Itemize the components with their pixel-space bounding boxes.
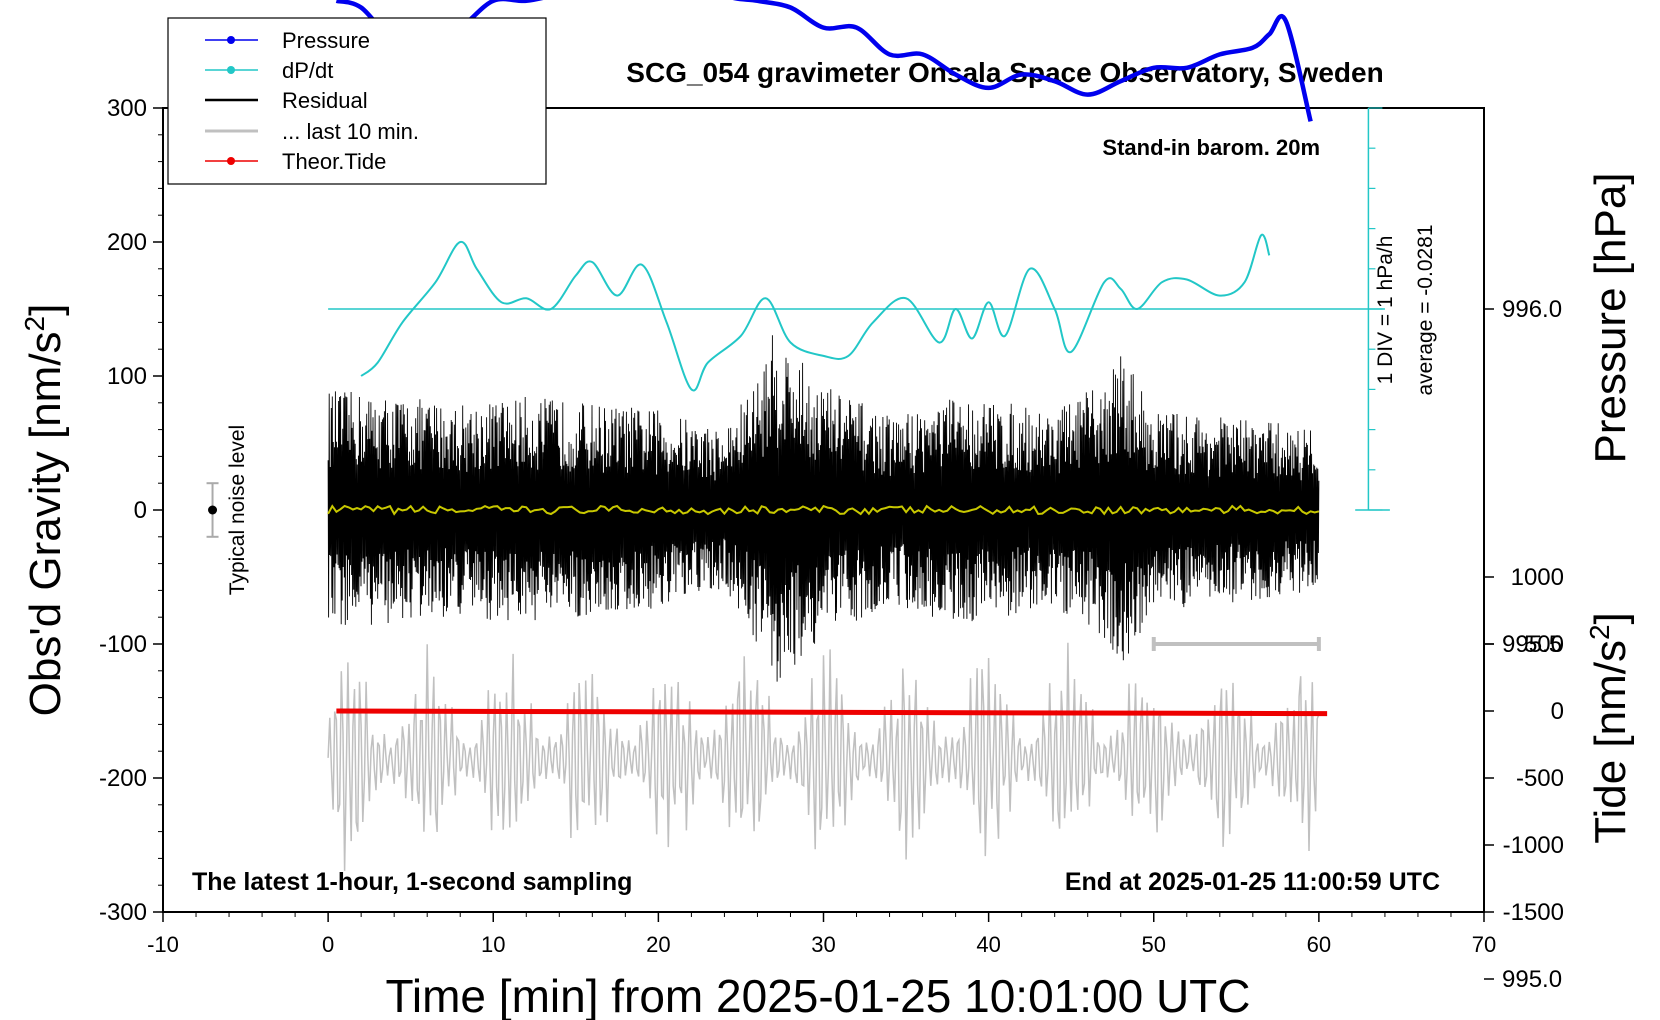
noise-label: Typical noise level xyxy=(226,425,249,595)
tide-axis-label-text: Tide [nm/s xyxy=(1586,640,1635,844)
y-tick-label: 0 xyxy=(134,497,147,524)
y-tick-label: -300 xyxy=(99,899,147,926)
end-time-note: End at 2025-01-25 11:00:59 UTC xyxy=(1065,868,1440,896)
x-tick-label: 0 xyxy=(322,932,334,957)
legend-label-last10: ... last 10 min. xyxy=(282,119,419,144)
tide-tick-label: -1500 xyxy=(1503,899,1564,926)
pressure-tick-label: 995.5 xyxy=(1502,631,1562,658)
y-axis-label-left-sup: 2 xyxy=(19,316,50,332)
y-tick-label: 100 xyxy=(107,363,147,390)
sampling-note: The latest 1-hour, 1-second sampling xyxy=(192,868,632,896)
legend-marker-dpdt xyxy=(227,66,235,74)
baseline-series-line xyxy=(327,504,1320,516)
pressure-tick-label: 996.0 xyxy=(1502,296,1562,323)
x-tick-label: 60 xyxy=(1307,932,1331,957)
x-tick-label: 50 xyxy=(1142,932,1166,957)
tide-tick-label: 1000 xyxy=(1511,564,1564,591)
tide-tick-label: 500 xyxy=(1524,631,1564,658)
y-tick-label: -100 xyxy=(99,631,147,658)
tide-tick-label: -500 xyxy=(1516,765,1564,792)
residual-series-line xyxy=(327,335,1320,682)
tide-axis-label: Tide [nm/s2] xyxy=(1584,612,1635,844)
tide-tick-label: -1000 xyxy=(1503,832,1564,859)
x-tick-label: 30 xyxy=(811,932,835,957)
legend-label-dpdt: dP/dt xyxy=(282,58,333,83)
average-note: average = -0.0281 xyxy=(1414,224,1437,395)
x-tick-label: 20 xyxy=(646,932,670,957)
tide-series-line xyxy=(336,708,1328,717)
y-tick-label: -200 xyxy=(99,765,147,792)
legend-marker-pressure xyxy=(227,36,235,44)
legend: Pressure dP/dt Residual ... last 10 min.… xyxy=(167,17,547,185)
legend-label-pressure: Pressure xyxy=(282,28,370,53)
noise-bar-dot xyxy=(208,505,218,515)
y-tick-label: 200 xyxy=(107,229,147,256)
y-tick-label: 300 xyxy=(107,95,147,122)
pressure-tick-label: 995.0 xyxy=(1502,966,1562,993)
pressure-axis-label: Pressure [hPa] xyxy=(1586,172,1635,463)
y-axis-label-left-close: ] xyxy=(21,304,70,316)
tide-tick-label: 0 xyxy=(1551,698,1564,725)
y-axis-label-left-text: Obs'd Gravity [nm/s xyxy=(21,331,70,716)
x-axis-label: Time [min] from 2025-01-25 10:01:00 UTC xyxy=(386,970,1251,1020)
div-note: 1 DIV = 1 hPa/h xyxy=(1374,236,1397,385)
x-tick-label: -10 xyxy=(147,932,179,957)
x-tick-label: 40 xyxy=(976,932,1000,957)
legend-label-residual: Residual xyxy=(282,88,368,113)
barometer-note: Stand-in barom. 20m xyxy=(1102,135,1320,160)
legend-marker-tide xyxy=(227,157,235,165)
dpdt-series-line xyxy=(360,233,1271,392)
tide-axis-label-sup: 2 xyxy=(1584,624,1615,640)
x-tick-label: 10 xyxy=(481,932,505,957)
x-tick-label: 70 xyxy=(1472,932,1496,957)
legend-label-tide: Theor.Tide xyxy=(282,149,386,174)
tide-axis-label-close: ] xyxy=(1586,612,1635,624)
last10-series-line xyxy=(327,642,1320,871)
pressure-series-line xyxy=(335,0,1313,122)
y-axis-label-left: Obs'd Gravity [nm/s2] xyxy=(19,304,70,717)
